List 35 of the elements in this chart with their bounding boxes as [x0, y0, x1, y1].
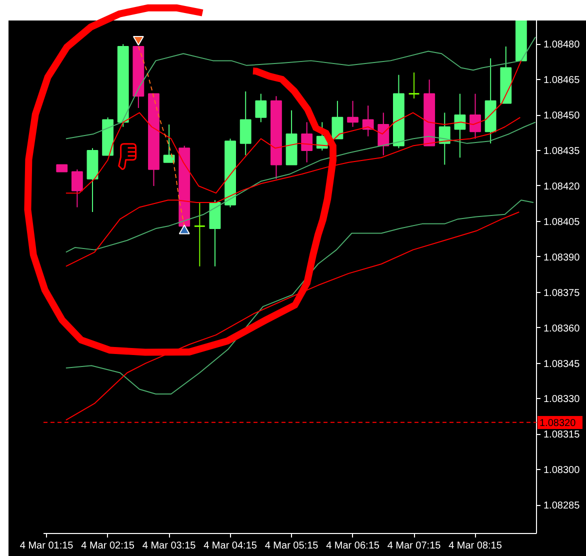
y-tick-label: 1.08345 [544, 358, 580, 370]
x-tick-label: 4 Mar 05:15 [264, 540, 319, 552]
y-tick-label: 1.08465 [544, 75, 580, 86]
x-tick-label: 4 Mar 02:15 [81, 540, 135, 552]
y-tick-label: 1.08375 [544, 288, 580, 299]
candlestick [163, 124, 175, 163]
candlestick [255, 93, 267, 123]
y-tick-label: 1.08360 [544, 323, 580, 334]
y-tick-label: 1.08480 [544, 40, 580, 51]
y-tick-label: 1.08450 [544, 110, 580, 122]
x-tick-label: 4 Mar 04:15 [204, 540, 258, 552]
x-tick-label: 4 Mar 01:15 [20, 540, 74, 552]
y-tick-label: 1.08390 [544, 252, 580, 264]
candlestick [470, 93, 481, 140]
y-tick-label: 1.08330 [544, 394, 580, 406]
candlestick [301, 122, 313, 163]
x-tick-label: 4 Mar 07:15 [387, 540, 442, 552]
y-tick-label: 1.08300 [544, 465, 580, 476]
x-tick-label: 4 Mar 06:15 [326, 540, 380, 552]
x-tick-label: 4 Mar 03:15 [142, 540, 196, 552]
candlestick [332, 100, 344, 140]
candlestick [378, 112, 390, 156]
x-tick-label: 4 Mar 08:15 [448, 540, 502, 552]
candlestick [71, 168, 83, 208]
candlestick [240, 90, 252, 156]
y-tick-label: 1.08420 [544, 181, 580, 192]
ref-line-label: 1.08320 [540, 418, 576, 429]
y-tick-label: 1.08405 [544, 216, 580, 228]
candlestick [194, 202, 206, 267]
candlestick [347, 100, 358, 128]
candlestick [454, 93, 466, 158]
y-tick-label: 1.08315 [544, 430, 580, 441]
y-tick-label: 1.08435 [544, 146, 580, 158]
y-tick-label: 1.08285 [544, 500, 580, 512]
candlestick [408, 72, 420, 100]
